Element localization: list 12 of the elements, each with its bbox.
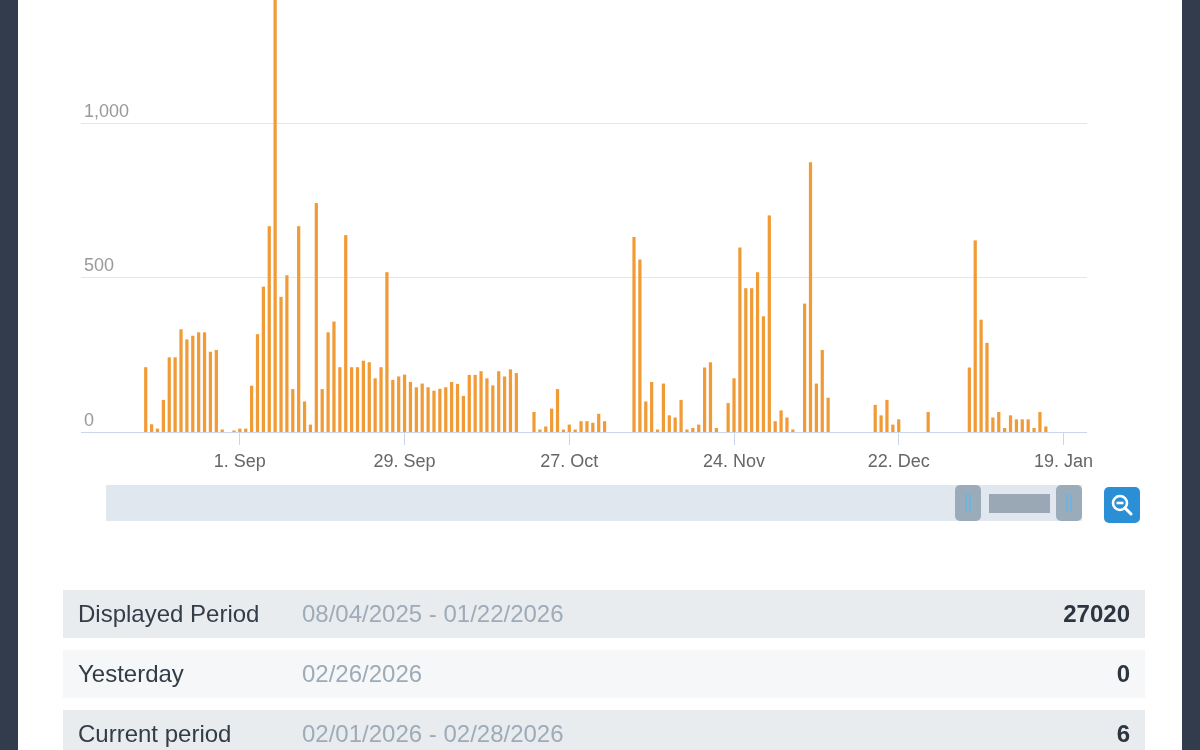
- x-tick-label: 27. Oct: [540, 450, 599, 471]
- table-row: Displayed Period 08/04/2025 - 01/22/2026 27020: [63, 590, 1145, 638]
- x-tick-label: 24. Nov: [703, 450, 766, 471]
- table-row: Current period 02/01/2026 - 02/28/2026 6: [63, 710, 1145, 750]
- y-tick-label: 500: [84, 255, 115, 276]
- table-row: Yesterday 02/26/2026 0: [63, 650, 1145, 698]
- x-tick-label: 1. Sep: [213, 450, 266, 471]
- x-tick-label: 19. Jan: [1033, 450, 1093, 471]
- y-tick-label: 0: [84, 409, 95, 430]
- x-tick-label: 22. Dec: [867, 450, 930, 471]
- x-tick-label: 29. Sep: [373, 450, 436, 471]
- y-tick-label: 1,000: [84, 101, 130, 122]
